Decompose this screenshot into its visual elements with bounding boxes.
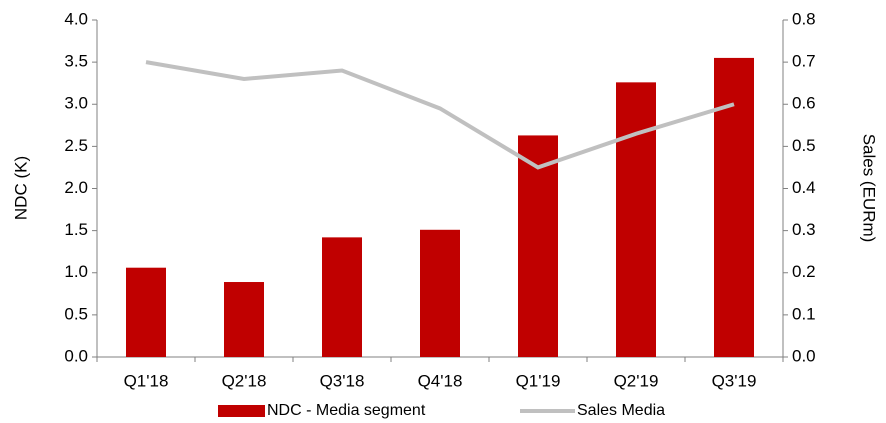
y2-tick-label: 0.0 <box>792 346 816 365</box>
legend-swatch <box>218 405 265 417</box>
bar <box>616 82 656 357</box>
x-tick-label: Q4'18 <box>418 371 463 390</box>
legend-label: NDC - Media segment <box>267 402 426 419</box>
y2-axis-title: Sales (EURm) <box>860 134 879 243</box>
y-tick-label: 3.5 <box>64 52 88 71</box>
x-tick-label: Q3'19 <box>712 371 757 390</box>
bar <box>126 267 166 357</box>
y-tick-label: 4.0 <box>64 9 88 28</box>
x-tick-label: Q2'19 <box>614 371 659 390</box>
line <box>145 60 735 170</box>
y-tick-label: 2.5 <box>64 136 88 155</box>
y2-tick-label: 0.1 <box>792 304 816 323</box>
bar <box>420 229 460 357</box>
y2-tick-label: 0.4 <box>792 178 816 197</box>
x-tick-label: Q1'18 <box>124 371 169 390</box>
y-tick-label: 1.0 <box>64 262 88 281</box>
y-tick-label: 0.5 <box>64 304 88 323</box>
bar <box>518 135 558 357</box>
y2-tick-label: 0.7 <box>792 52 816 71</box>
legend-label: Sales Media <box>577 402 665 419</box>
y2-tick-label: 0.5 <box>792 136 816 155</box>
bar <box>224 282 264 357</box>
y-tick-label: 3.0 <box>64 94 88 113</box>
y-tick-label: 1.5 <box>64 220 88 239</box>
y2-tick-label: 0.3 <box>792 220 816 239</box>
y-tick-label: 2.0 <box>64 178 88 197</box>
bar <box>322 237 362 357</box>
y2-tick-label: 0.6 <box>792 94 816 113</box>
y2-tick-label: 0.2 <box>792 262 816 281</box>
y2-tick-label: 0.8 <box>792 9 816 28</box>
y-tick-label: 0.0 <box>64 346 88 365</box>
y-axis-title: NDC (K) <box>11 156 30 220</box>
x-tick-label: Q2'18 <box>222 371 267 390</box>
bar <box>714 57 754 357</box>
x-tick-label: Q3'18 <box>320 371 365 390</box>
x-tick-label: Q1'19 <box>516 371 561 390</box>
